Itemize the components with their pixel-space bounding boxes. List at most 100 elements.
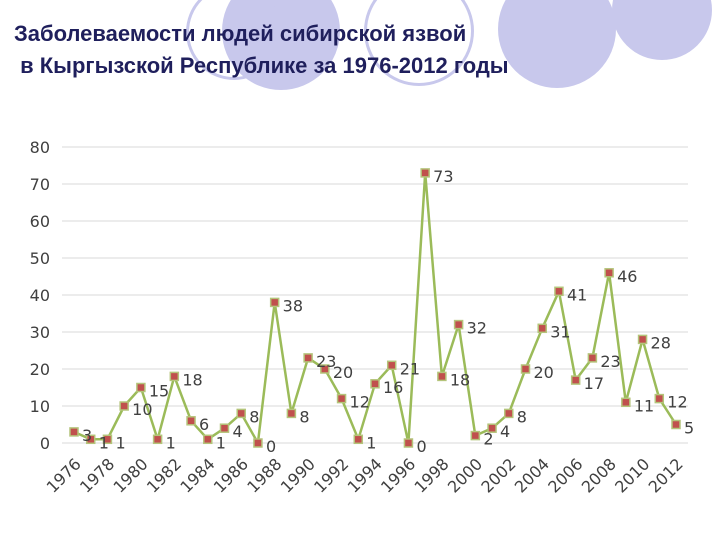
x-tick-label: 1976 <box>43 454 85 496</box>
data-point <box>353 434 364 445</box>
data-point <box>470 430 481 441</box>
y-tick-label: 10 <box>30 397 50 416</box>
data-label: 31 <box>550 322 570 341</box>
x-tick-label: 2008 <box>578 454 620 496</box>
x-tick-label: 2002 <box>477 454 519 496</box>
data-point <box>621 397 631 408</box>
data-label: 21 <box>400 359 420 378</box>
data-point <box>136 382 146 393</box>
data-label: 20 <box>534 363 554 382</box>
data-point <box>253 438 263 448</box>
data-point <box>453 319 464 330</box>
data-point <box>236 408 246 419</box>
data-point <box>420 168 430 178</box>
x-tick-label: 2006 <box>544 454 586 496</box>
series-line <box>73 171 678 445</box>
data-point <box>637 334 648 345</box>
slide-title-line-1: Заболеваемости людей сибирской язвой <box>14 21 467 46</box>
data-label: 6 <box>199 415 209 434</box>
data-point <box>570 375 581 385</box>
data-point <box>386 360 397 371</box>
y-tick-label: 0 <box>40 434 50 453</box>
data-point <box>654 393 665 404</box>
data-label: 2 <box>483 430 493 449</box>
data-label: 8 <box>249 407 259 426</box>
x-tick-label: 2012 <box>645 454 687 496</box>
data-point <box>85 434 96 445</box>
x-tick-label: 1998 <box>410 454 452 496</box>
data-label: 73 <box>433 167 453 186</box>
data-label: 8 <box>299 407 309 426</box>
x-tick-label: 1980 <box>109 454 151 496</box>
data-label: 23 <box>600 352 620 371</box>
data-point <box>671 419 681 430</box>
data-point <box>604 268 614 278</box>
data-point <box>437 371 447 382</box>
data-label: 28 <box>651 333 671 352</box>
data-label: 4 <box>500 422 510 441</box>
data-label: 12 <box>667 393 687 412</box>
data-point <box>203 434 213 445</box>
y-tick-label: 80 <box>30 138 50 157</box>
x-tick-label: 1982 <box>143 454 185 496</box>
data-label: 1 <box>166 433 176 452</box>
data-label: 3 <box>82 426 92 445</box>
data-label: 4 <box>233 422 243 441</box>
data-point <box>554 286 564 297</box>
data-label: 18 <box>450 370 470 389</box>
data-label: 8 <box>517 407 527 426</box>
data-point <box>487 423 497 433</box>
x-tick-label: 1988 <box>243 454 285 496</box>
data-point <box>169 371 180 382</box>
data-label: 0 <box>266 437 276 456</box>
data-label: 0 <box>416 437 426 456</box>
data-point <box>69 427 79 437</box>
data-point <box>504 408 514 419</box>
slide-title-line-2: в Кыргызской Республике за 1976-2012 год… <box>14 53 509 78</box>
x-tick-label: 2004 <box>511 454 553 496</box>
data-label: 1 <box>216 433 226 452</box>
data-point <box>269 297 280 308</box>
x-tick-label: 1990 <box>277 454 319 496</box>
data-point <box>370 379 380 389</box>
y-tick-label: 50 <box>30 249 50 268</box>
data-point <box>320 364 330 374</box>
y-tick-label: 70 <box>30 175 50 194</box>
data-label: 17 <box>584 374 604 393</box>
data-label: 18 <box>182 370 202 389</box>
data-label: 12 <box>350 393 370 412</box>
data-point <box>403 438 414 448</box>
decor-circle-4 <box>186 0 282 80</box>
data-label: 23 <box>316 352 336 371</box>
data-label: 11 <box>634 396 654 415</box>
data-label: 10 <box>132 400 152 419</box>
y-tick-label: 60 <box>30 212 50 231</box>
x-tick-label: 1978 <box>76 454 118 496</box>
data-point <box>186 416 196 426</box>
decor-circle-2 <box>364 0 474 86</box>
data-label: 32 <box>467 319 487 338</box>
data-point <box>336 393 347 404</box>
x-tick-label: 2010 <box>611 454 653 496</box>
y-tick-label: 40 <box>30 286 50 305</box>
data-label: 46 <box>617 267 637 286</box>
x-tick-label: 2000 <box>444 454 486 496</box>
data-label: 5 <box>684 419 694 438</box>
data-point <box>520 364 531 374</box>
x-tick-label: 1992 <box>310 454 352 496</box>
data-label: 20 <box>333 363 353 382</box>
y-tick-label: 30 <box>30 323 50 342</box>
x-tick-label: 1994 <box>344 454 386 496</box>
slide-title: Заболеваемости людей сибирской язвой в К… <box>14 18 714 82</box>
data-point <box>102 434 113 445</box>
data-label: 15 <box>149 382 169 401</box>
data-label: 41 <box>567 285 587 304</box>
data-label: 1 <box>99 433 109 452</box>
x-tick-label: 1986 <box>210 454 252 496</box>
data-label: 1 <box>115 433 125 452</box>
data-label: 16 <box>383 378 403 397</box>
data-point <box>119 401 129 411</box>
data-label: 1 <box>366 433 376 452</box>
data-point <box>152 434 163 445</box>
